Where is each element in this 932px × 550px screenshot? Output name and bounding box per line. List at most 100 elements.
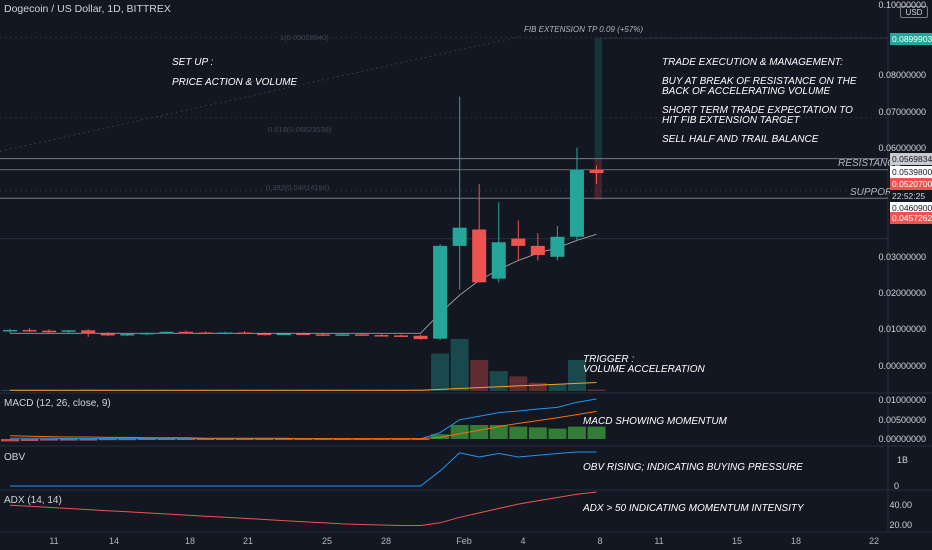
setup-subtitle: PRICE ACTION & VOLUME — [172, 77, 298, 88]
obv-note: OBV RISING; INDICATING BUYING PRESSURE — [583, 462, 803, 473]
candle-body — [3, 329, 17, 332]
adx-tick: 40.00 — [889, 500, 912, 510]
candle-body — [100, 333, 115, 336]
x-tick: 15 — [731, 536, 743, 546]
macd-histogram-bar — [79, 439, 98, 441]
macd-histogram-bar — [196, 439, 215, 440]
macd-histogram-bar — [450, 425, 469, 439]
candle-body — [139, 332, 154, 335]
candle-body — [530, 245, 545, 255]
x-tick: 18 — [790, 536, 802, 546]
trigger-subtitle: VOLUME ACCELERATION — [583, 364, 705, 375]
resistance-label: RESISTANCE — [838, 158, 902, 169]
x-tick: 18 — [184, 536, 196, 546]
price-badge-last: 0.05207000 — [890, 178, 932, 190]
adx-label[interactable]: ADX (14, 14) — [4, 495, 62, 506]
macd-histogram-bar — [274, 439, 293, 440]
candle-body — [218, 332, 233, 335]
macd-histogram-bar — [176, 439, 195, 440]
price-axis-top-label: 0.10000000 — [878, 0, 926, 10]
candle-body — [257, 333, 272, 336]
x-tick: Feb — [456, 536, 472, 546]
macd-tick: 0.00000000 — [878, 434, 926, 444]
macd-histogram-bar — [255, 439, 274, 440]
adx-note: ADX > 50 INDICATING MOMENTUM INTENSITY — [583, 503, 804, 514]
candle-body — [335, 334, 350, 336]
obv-line — [10, 451, 597, 487]
trigger-title: TRIGGER : — [583, 354, 635, 365]
fib-trend-line — [0, 36, 521, 152]
price-tick: 0.03000000 — [878, 252, 926, 262]
stop-zone — [594, 159, 602, 200]
countdown-badge: 22:52:25 — [890, 190, 932, 202]
trade-line-2: BACK OF ACCELERATING VOLUME — [662, 86, 831, 97]
x-tick: 25 — [321, 536, 333, 546]
macd-histogram-bar — [489, 425, 508, 439]
macd-histogram-bar — [118, 439, 137, 441]
trade-line-4: HIT FIB EXTENSION TARGET — [662, 115, 800, 126]
candle-body — [81, 330, 96, 334]
candle-body — [22, 329, 37, 332]
macd-note: MACD SHOWING MOMENTUM — [583, 416, 727, 427]
price-tick: 0.02000000 — [878, 288, 926, 298]
volume-bar — [489, 371, 508, 391]
fib-level-0618-label: 0.618(0.06823538) — [268, 125, 332, 134]
x-tick: 11 — [49, 536, 59, 546]
x-tick: 8 — [597, 536, 603, 546]
volume-bar — [450, 338, 469, 391]
candle-body — [413, 335, 428, 340]
macd-histogram-bar — [294, 439, 313, 440]
candle-body — [178, 331, 193, 334]
candle-body — [315, 334, 330, 336]
volume-bar — [509, 376, 528, 391]
price-tick: 0.07000000 — [878, 107, 926, 117]
candle-body — [511, 238, 526, 246]
macd-histogram-bar — [20, 439, 39, 441]
fib-target-label: FIB EXTENSION TP 0.09 (+57%) — [524, 25, 644, 34]
x-tick: 28 — [380, 536, 392, 546]
symbol-title[interactable]: Dogecoin / US Dollar, 1D, BITTREX — [4, 3, 171, 15]
x-tick: 21 — [242, 536, 254, 546]
macd-histogram-bar — [470, 425, 489, 439]
price-tick: 0.06000000 — [878, 143, 926, 153]
volume-bar — [587, 389, 606, 391]
obv-label[interactable]: OBV — [4, 452, 26, 463]
macd-histogram-bar — [98, 439, 117, 441]
x-tick: 22 — [868, 536, 880, 546]
candle-body — [276, 333, 291, 336]
support-label: SUPPORT — [850, 187, 899, 198]
trade-line-1: BUY AT BREAK OF RESISTANCE ON THE — [662, 76, 857, 87]
macd-label[interactable]: MACD (12, 26, close, 9) — [4, 398, 111, 409]
candle-body — [394, 335, 408, 337]
macd-histogram-bar — [216, 439, 235, 440]
volume-ma-line — [10, 381, 597, 391]
candle-body — [550, 236, 565, 257]
x-tick: 14 — [108, 536, 120, 546]
volume-bar — [528, 382, 547, 391]
fib-level-1-label: 1(0.09028040) — [280, 33, 329, 42]
macd-histogram-bar — [137, 439, 156, 440]
candle-body — [296, 333, 311, 336]
candle-body — [237, 332, 252, 335]
obv-tick: 1B — [896, 455, 908, 465]
candle-body — [491, 242, 506, 279]
macd-histogram-bar — [333, 439, 352, 440]
price-tick: 0.01000000 — [878, 324, 926, 334]
macd-histogram-bar — [548, 428, 567, 439]
target-zone — [594, 38, 602, 160]
candle-body — [42, 330, 57, 333]
candle-body — [159, 331, 174, 334]
candle-body — [472, 229, 487, 283]
candle-body — [120, 333, 135, 336]
candle-body — [61, 330, 76, 332]
macd-histogram-bar — [40, 439, 59, 441]
moving-average-line — [10, 233, 597, 334]
currency-badge[interactable]: USD — [900, 6, 928, 18]
fib-level-0382-label: 0.382(0.04814186) — [266, 183, 330, 192]
volume-bar — [431, 353, 450, 391]
